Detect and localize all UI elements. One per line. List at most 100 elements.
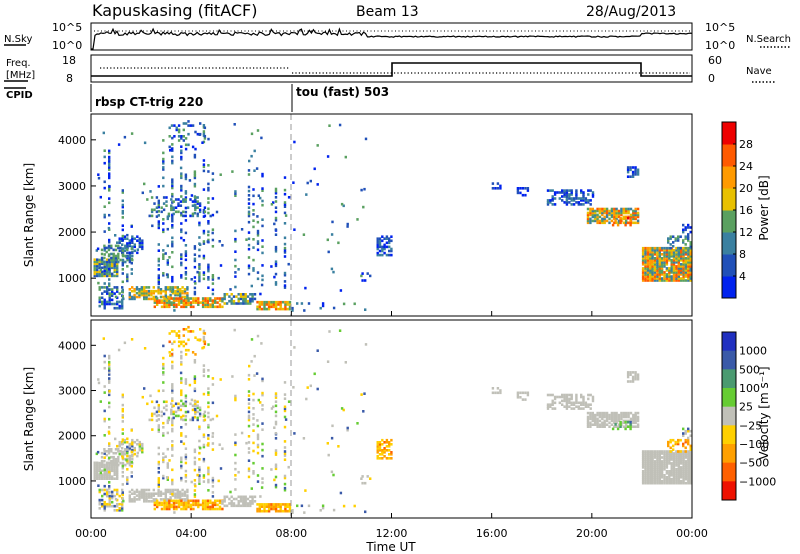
power-cell [198,221,201,225]
power-cell [107,248,111,252]
velocity-cell [680,476,683,479]
power-cell [283,236,287,240]
power-cell [649,279,652,282]
power-cell [118,239,121,242]
velocity-cell [668,470,671,473]
power-cell [103,302,106,306]
power-cell [155,289,158,293]
power-cell [617,221,621,225]
power-cell [284,303,287,306]
power-cell [249,297,252,301]
power-cell [140,288,143,291]
power-cell [613,211,616,215]
velocity-cell [617,415,621,419]
power-cell [249,299,252,303]
velocity-cell [580,401,583,405]
velocity-cell [668,481,671,485]
power-cell [381,235,384,238]
power-cell [143,289,146,293]
velocity-cell [216,499,219,503]
velocity-cell [663,452,666,455]
velocity-cell [123,438,126,442]
velocity-cell [261,481,264,484]
power-cell [106,288,109,291]
power-cell [182,200,185,203]
velocity-cell [622,413,625,417]
velocity-cell [184,423,188,426]
power-cell [113,270,116,274]
velocity-cell [173,330,176,333]
velocity-cell [145,496,148,499]
velocity-cell [270,503,273,506]
power-cell [283,284,287,287]
velocity-cell [259,495,262,498]
power-cell [491,187,495,190]
power-cell [135,288,139,291]
velocity-cell [561,403,564,406]
velocity-cell [116,475,119,478]
velocity-cell [665,466,669,469]
power-cell [591,191,595,194]
velocity-cell [198,458,201,461]
velocity-cell [202,435,206,439]
power-cell [272,305,275,309]
velocity-cell [286,503,289,506]
power-cell [116,302,119,306]
velocity-cell [610,417,614,421]
power-cell [201,299,205,302]
velocity-cell [211,432,215,435]
velocity-cell [589,421,592,425]
velocity-cell [274,463,278,467]
velocity-cell [306,386,309,389]
velocity-cell [111,504,114,508]
power-cell [168,297,171,300]
power-cell [632,217,635,221]
power-cell [108,155,111,159]
power-cell [98,304,101,308]
power-cell [203,137,207,140]
power-cell [378,237,382,240]
velocity-cell [252,423,255,426]
power-cell [303,309,306,312]
velocity-cell [587,403,590,406]
power-cell [228,299,231,303]
power-cell [381,253,384,257]
power-cell [258,300,261,304]
power-cell [223,295,226,298]
velocity-cell [180,503,183,507]
velocity-cell [270,505,273,508]
power-cell [252,194,255,198]
power-cell [641,273,645,276]
power-cell [98,298,101,302]
velocity-cell [180,507,183,511]
power-cell [192,305,195,309]
power-cell [171,242,174,246]
velocity-cell [634,375,637,379]
power-cell [106,274,109,278]
velocity-cell [207,401,210,405]
velocity-cell [584,405,588,408]
velocity-cell [165,400,168,404]
velocity-cell [239,500,243,503]
power-cell [181,291,184,295]
power-cell [131,295,134,299]
velocity-cell [687,440,690,444]
power-cell [644,253,647,256]
velocity-cell [202,480,206,483]
velocity-x-axis: 00:00 04:00 08:00 12:00 16:00 20:00 00:00 [75,513,708,540]
velocity-cell [157,410,160,413]
velocity-cell [159,492,163,495]
velocity-cell [117,450,120,453]
power-cell [306,181,309,185]
velocity-cell [364,343,368,346]
velocity-cell [247,441,251,444]
velocity-cell [162,458,165,462]
nsky-tick-bottom: 10^0 [52,39,82,52]
velocity-cell [171,387,174,390]
power-cell [496,187,500,190]
velocity-cell [121,393,124,397]
velocity-cell [157,414,160,417]
velocity-cell [641,481,645,485]
power-cell [390,249,393,253]
power-cell [202,169,206,173]
